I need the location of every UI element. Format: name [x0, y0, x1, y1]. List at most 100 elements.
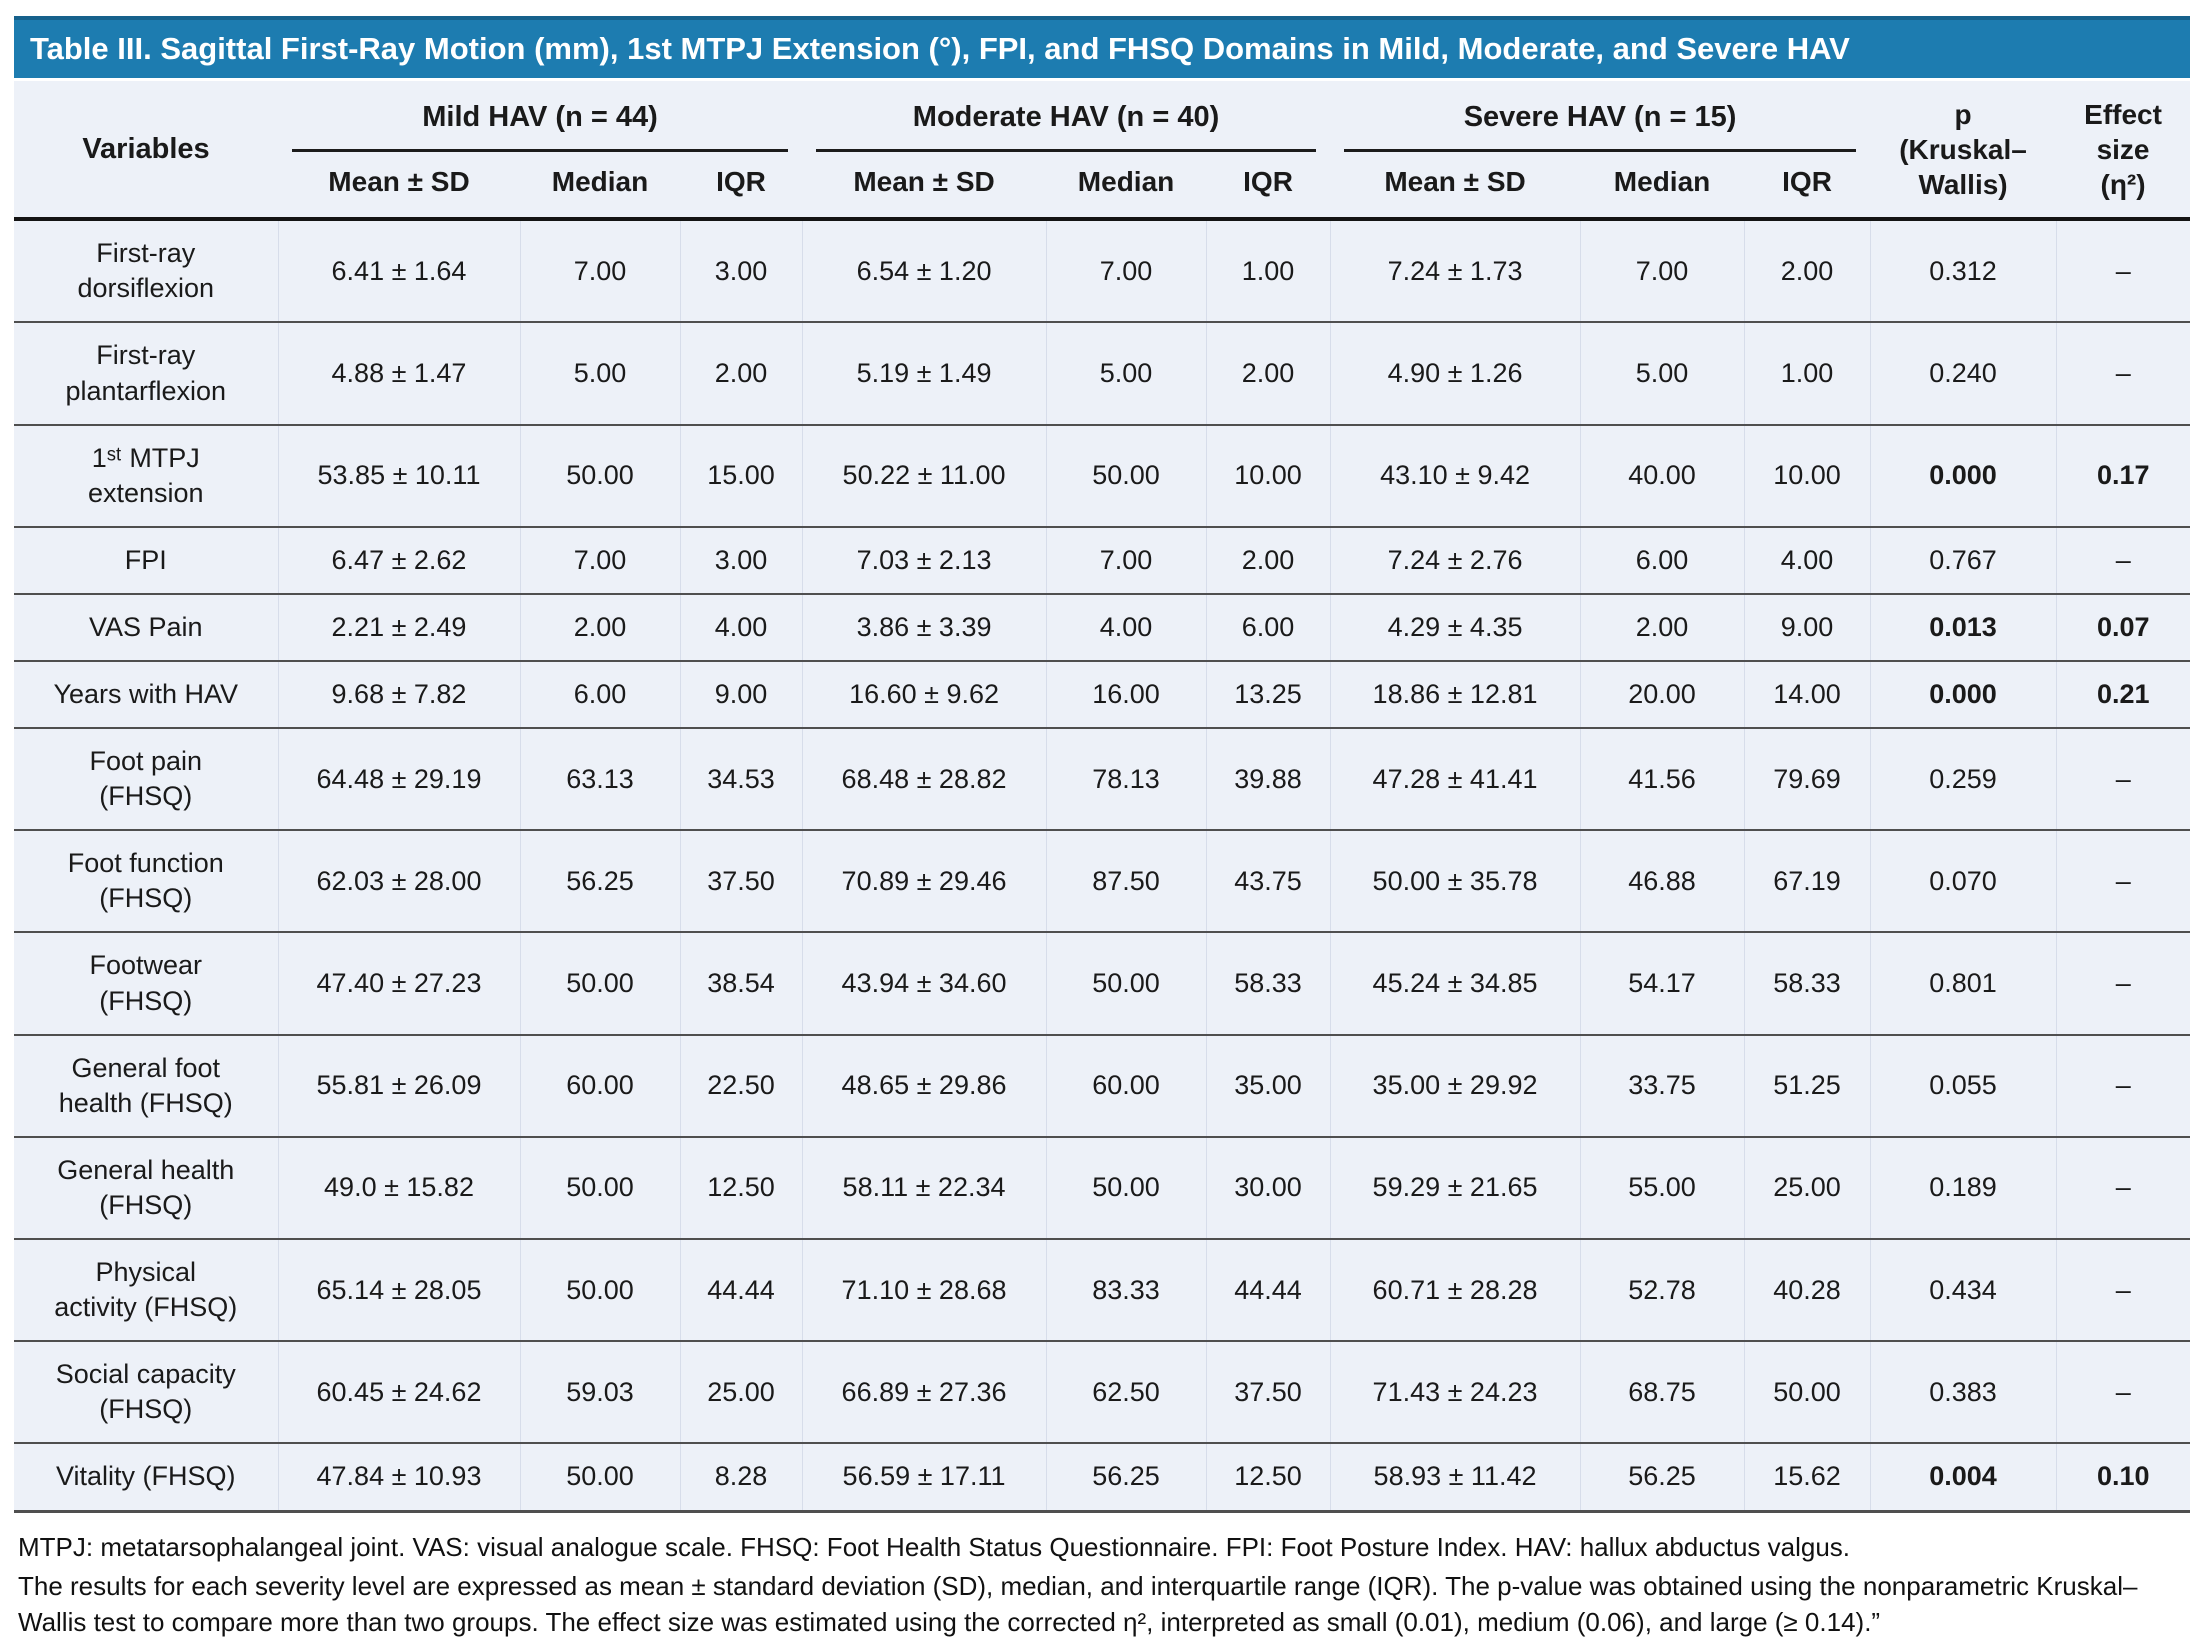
- stat-value: 25.00: [679, 1340, 803, 1444]
- subheader-iqr: IQR: [1782, 166, 1832, 198]
- variable-label: General foot health (FHSQ): [14, 1033, 278, 1137]
- stat-value: 83.33: [1045, 1238, 1207, 1342]
- stat-value: 9.00: [1743, 592, 1871, 661]
- stat-value: 40.00: [1579, 423, 1745, 527]
- subheader-median: Median: [1077, 166, 1175, 198]
- stat-value: 56.25: [1579, 1442, 1745, 1513]
- group-label-moderate: Moderate HAV (n = 40): [816, 99, 1317, 153]
- stat-value: 12.50: [1205, 1442, 1331, 1513]
- table-row: Physical activity (FHSQ) 65.14 ± 28.05 50.…: [14, 1238, 2191, 1342]
- table-row: VAS Pain 2.21 ± 2.49 2.00 4.00 3.86 ± 3.39 4.…: [14, 592, 2191, 661]
- table-row: First-ray dorsiflexion 6.41 ± 1.64 7.00 3.0…: [14, 217, 2191, 323]
- stat-value: 6.00: [1579, 525, 1745, 594]
- stat-value: 4.00: [679, 592, 803, 661]
- stat-value: 7.00: [519, 525, 680, 594]
- stat-value: 7.24 ± 2.76: [1329, 525, 1581, 594]
- stat-value: 2.00: [1579, 592, 1745, 661]
- stat-value: 1.00: [1743, 321, 1871, 425]
- stat-value: 40.28: [1743, 1238, 1871, 1342]
- table-row: Foot pain (FHSQ) 64.48 ± 29.19 63.13 34.53 6…: [14, 727, 2191, 831]
- stat-value: 50.00: [519, 1442, 680, 1513]
- stat-value: 3.86 ± 3.39: [801, 592, 1047, 661]
- stat-value: 43.94 ± 34.60: [801, 931, 1047, 1035]
- variable-label: FPI: [14, 525, 278, 594]
- effect-size-header: Effect size (η²): [2084, 98, 2162, 200]
- stat-value: 50.00 ± 35.78: [1329, 829, 1581, 933]
- stat-value: 50.00: [519, 423, 680, 527]
- stat-value: 30.00: [1205, 1135, 1331, 1240]
- stat-value: 79.69: [1743, 727, 1871, 831]
- effect-size: –: [2055, 1135, 2191, 1240]
- stat-value: 50.00: [519, 1135, 680, 1240]
- stat-value: 58.33: [1743, 931, 1871, 1035]
- stat-value: 6.41 ± 1.64: [277, 217, 520, 323]
- p-value: 0.070: [1869, 829, 2057, 933]
- p-value: 0.801: [1869, 931, 2057, 1035]
- stat-value: 10.00: [1743, 423, 1871, 527]
- stat-value: 9.00: [679, 659, 803, 729]
- stat-value: 2.00: [1743, 217, 1871, 323]
- group-label-mild: Mild HAV (n = 44): [292, 99, 789, 153]
- table-row: First-ray plantarflexion 4.88 ± 1.47 5.00 2…: [14, 321, 2191, 425]
- stat-value: 58.93 ± 11.42: [1329, 1442, 1581, 1513]
- stat-value: 60.45 ± 24.62: [277, 1340, 520, 1444]
- stat-value: 43.10 ± 9.42: [1329, 423, 1581, 527]
- table-body: First-ray dorsiflexion 6.41 ± 1.64 7.00 3.0…: [14, 217, 2191, 1513]
- p-value: 0.189: [1869, 1135, 2057, 1240]
- table-header: Variables Mild HAV (n = 44) Moderate HAV…: [14, 81, 2190, 219]
- stat-value: 50.00: [1045, 931, 1207, 1035]
- stat-value: 65.14 ± 28.05: [277, 1238, 520, 1342]
- stat-value: 7.00: [519, 217, 680, 323]
- stat-value: 15.00: [679, 423, 803, 527]
- stat-value: 2.00: [679, 321, 803, 425]
- stat-value: 67.19: [1743, 829, 1871, 933]
- variable-label: First-ray dorsiflexion: [14, 217, 278, 323]
- stat-value: 78.13: [1045, 727, 1207, 831]
- stat-value: 50.00: [1743, 1340, 1871, 1444]
- p-value: 0.004: [1869, 1442, 2057, 1513]
- subheader-iqr: IQR: [1243, 166, 1293, 198]
- footnote-methods: The results for each severity level are …: [18, 1570, 2138, 1638]
- effect-size: 0.07: [2055, 592, 2191, 661]
- data-table: Variables Mild HAV (n = 44) Moderate HAV…: [14, 81, 2191, 1513]
- stat-value: 5.00: [1045, 321, 1207, 425]
- stat-value: 5.19 ± 1.49: [801, 321, 1047, 425]
- variable-label: First-ray plantarflexion: [14, 321, 278, 425]
- stat-value: 49.0 ± 15.82: [277, 1135, 520, 1240]
- table-row: Social capacity (FHSQ) 60.45 ± 24.62 59.03…: [14, 1340, 2191, 1444]
- stat-value: 58.11 ± 22.34: [801, 1135, 1047, 1240]
- stat-value: 71.43 ± 24.23: [1329, 1340, 1581, 1444]
- table-title: Table III. Sagittal First-Ray Motion (mm…: [30, 31, 1850, 66]
- stat-value: 48.65 ± 29.86: [801, 1033, 1047, 1137]
- stat-value: 7.24 ± 1.73: [1329, 217, 1581, 323]
- variable-label: 1ˢᵗ MTPJ extension: [14, 423, 278, 527]
- stat-value: 37.50: [679, 829, 803, 933]
- p-value: 0.240: [1869, 321, 2057, 425]
- effect-size: –: [2055, 1033, 2191, 1137]
- stat-value: 56.25: [1045, 1442, 1207, 1513]
- variable-label: VAS Pain: [14, 592, 278, 661]
- stat-value: 44.44: [679, 1238, 803, 1342]
- stat-value: 35.00: [1205, 1033, 1331, 1137]
- stat-value: 58.33: [1205, 931, 1331, 1035]
- sub-header-row: Mean ± SD Median IQR Mean ± SD Median IQ…: [14, 152, 2190, 219]
- group-header-row: Variables Mild HAV (n = 44) Moderate HAV…: [14, 81, 2190, 200]
- table-row: Footwear (FHSQ) 47.40 ± 27.23 50.00 38.54 43…: [14, 931, 2191, 1035]
- stat-value: 15.62: [1743, 1442, 1871, 1513]
- stat-value: 62.50: [1045, 1340, 1207, 1444]
- stat-value: 3.00: [679, 525, 803, 594]
- p-value-header: p (Kruskal– Wallis): [1899, 98, 2027, 200]
- stat-value: 66.89 ± 27.36: [801, 1340, 1047, 1444]
- stat-value: 68.48 ± 28.82: [801, 727, 1047, 831]
- stat-value: 47.28 ± 41.41: [1329, 727, 1581, 831]
- variable-label: Vitality (FHSQ): [14, 1442, 278, 1513]
- variables-header: Variables: [82, 133, 210, 165]
- stat-value: 25.00: [1743, 1135, 1871, 1240]
- stat-value: 9.68 ± 7.82: [277, 659, 520, 729]
- stat-value: 46.88: [1579, 829, 1745, 933]
- stat-value: 34.53: [679, 727, 803, 831]
- stat-value: 2.00: [519, 592, 680, 661]
- stat-value: 4.29 ± 4.35: [1329, 592, 1581, 661]
- p-value: 0.383: [1869, 1340, 2057, 1444]
- subheader-median: Median: [1613, 166, 1711, 198]
